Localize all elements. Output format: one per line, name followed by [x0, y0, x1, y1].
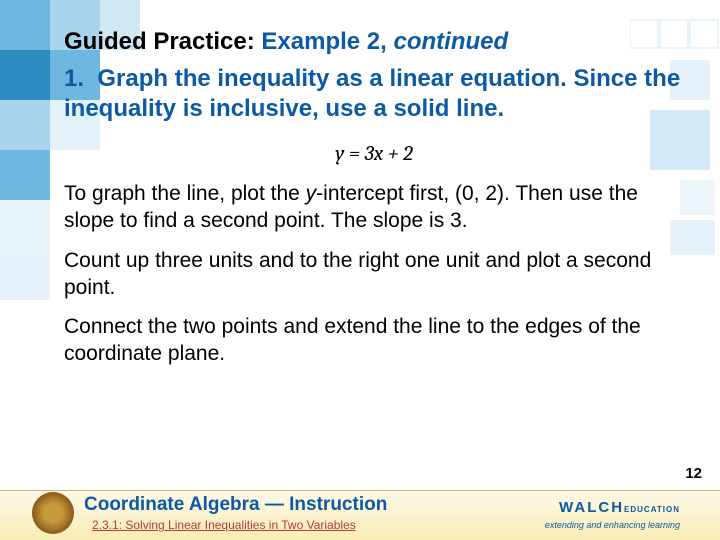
footer-tagline: extending and enhancing learning — [545, 520, 680, 530]
slide-content: Guided Practice: Example 2, continued 1.… — [0, 0, 720, 368]
footer-course: Coordinate Algebra — Instruction — [84, 494, 387, 516]
page-number: 12 — [685, 465, 702, 482]
equation: y = 3x + 2 — [64, 142, 684, 166]
para-1: To graph the line, plot the y-intercept … — [64, 180, 684, 235]
common-core-badge-icon — [32, 492, 74, 534]
step-number: 1. — [64, 65, 84, 92]
title-label: Guided Practice: — [64, 28, 255, 55]
para-2: Count up three units and to the right on… — [64, 247, 684, 302]
para-3: Connect the two points and extend the li… — [64, 313, 684, 368]
title-example: Example 2, — [261, 28, 386, 55]
footer: Coordinate Algebra — Instruction 2.3.1: … — [0, 490, 720, 540]
step-instruction: 1. Graph the inequality as a linear equa… — [64, 64, 684, 124]
step-text: Graph the inequality as a linear equatio… — [64, 65, 680, 122]
slide-title: Guided Practice: Example 2, continued — [64, 28, 684, 56]
title-continued: continued — [393, 28, 508, 55]
footer-brand: WALCHEDUCATION — [559, 499, 680, 516]
footer-lesson: 2.3.1: Solving Linear Inequalities in Tw… — [92, 518, 356, 532]
